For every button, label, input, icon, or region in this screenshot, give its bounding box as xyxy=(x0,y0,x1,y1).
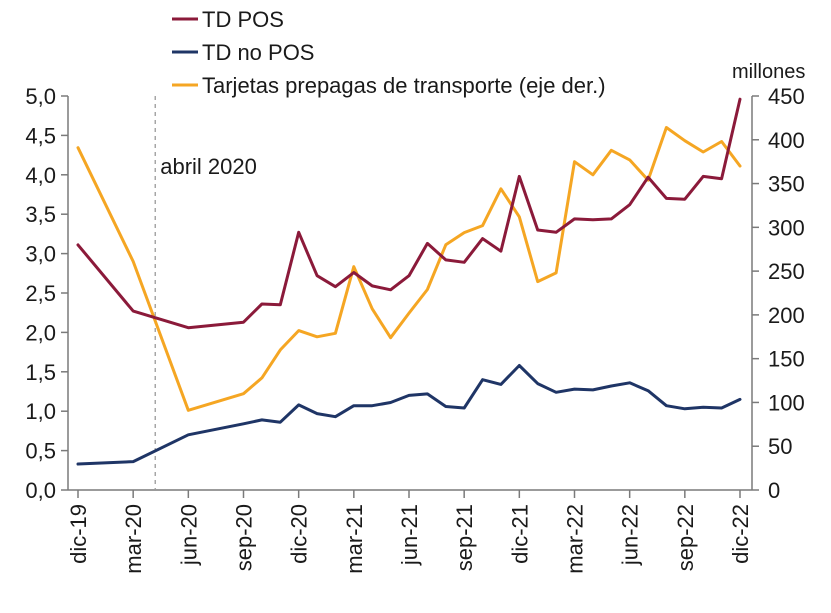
left-tick-label: 3,5 xyxy=(25,202,56,227)
legend-label: Tarjetas prepagas de transporte (eje der… xyxy=(202,73,606,98)
chart-legend: TD POS TD no POS Tarjetas prepagas de tran… xyxy=(172,7,606,98)
annotation-label: abril 2020 xyxy=(160,154,257,179)
left-tick-label: 2,5 xyxy=(25,281,56,306)
right-tick-label: 0 xyxy=(768,478,780,503)
chart-series xyxy=(76,97,742,466)
left-tick-label: 0,5 xyxy=(25,439,56,464)
chart-axes: 0,0 0,5 1,0 1,5 2,0 2,5 3,0 3,5 4,0 4,5 5,0 0 50 100 1… xyxy=(25,84,804,574)
x-tick-label: sep-20 xyxy=(232,504,257,571)
x-tick-label: mar-22 xyxy=(563,504,588,574)
series-line-2 xyxy=(76,126,742,412)
x-tick-label: dic-20 xyxy=(287,504,312,564)
x-tick-label: sep-21 xyxy=(452,504,477,571)
right-tick-label: 200 xyxy=(768,303,805,328)
left-tick-label: 3,0 xyxy=(25,242,56,267)
x-tick-label: jun-20 xyxy=(176,504,201,566)
left-tick-label: 1,5 xyxy=(25,360,56,385)
x-tick-label: sep-22 xyxy=(673,504,698,571)
right-tick-label: 150 xyxy=(768,347,805,372)
legend-label: TD POS xyxy=(202,7,284,32)
right-tick-label: 50 xyxy=(768,434,792,459)
right-axis-unit-label: millones xyxy=(732,61,805,83)
x-tick-label: jun-22 xyxy=(618,504,643,566)
left-tick-label: 0,0 xyxy=(25,478,56,503)
legend-label: TD no POS xyxy=(202,40,314,65)
right-tick-label: 100 xyxy=(768,390,805,415)
series-line-1 xyxy=(76,364,742,466)
chart-annotation: abril 2020 xyxy=(154,96,257,490)
x-tick-label: dic-19 xyxy=(66,504,91,564)
x-tick-label: mar-20 xyxy=(121,504,146,574)
right-tick-label: 400 xyxy=(768,128,805,153)
x-tick-label: mar-21 xyxy=(342,504,367,574)
left-tick-label: 4,0 xyxy=(25,163,56,188)
right-tick-label: 450 xyxy=(768,84,805,109)
left-tick-label: 2,0 xyxy=(25,320,56,345)
right-tick-label: 350 xyxy=(768,172,805,197)
left-tick-label: 1,0 xyxy=(25,399,56,424)
right-tick-label: 250 xyxy=(768,259,805,284)
series-line-0 xyxy=(76,97,742,330)
x-tick-label: jun-21 xyxy=(397,504,422,566)
right-tick-label: 300 xyxy=(768,215,805,240)
left-tick-label: 5,0 xyxy=(25,84,56,109)
left-tick-label: 4,5 xyxy=(25,123,56,148)
x-tick-label: dic-22 xyxy=(728,504,753,564)
x-tick-label: dic-21 xyxy=(507,504,532,564)
